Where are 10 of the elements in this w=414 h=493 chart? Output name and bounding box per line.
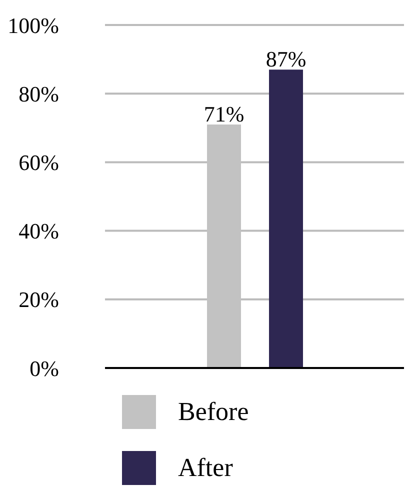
y-tick-label: 20% [18, 287, 59, 312]
y-tick-label: 100% [8, 12, 59, 38]
y-tick-label: 40% [18, 218, 59, 244]
y-tick-label: 0% [30, 356, 59, 381]
y-tick-label: 80% [18, 81, 59, 106]
legend-label: Before [178, 397, 249, 427]
data-label: 87% [266, 46, 306, 72]
data-label: 71% [204, 101, 244, 126]
legend-label: After [178, 453, 233, 483]
y-tick-label: 60% [18, 150, 59, 176]
